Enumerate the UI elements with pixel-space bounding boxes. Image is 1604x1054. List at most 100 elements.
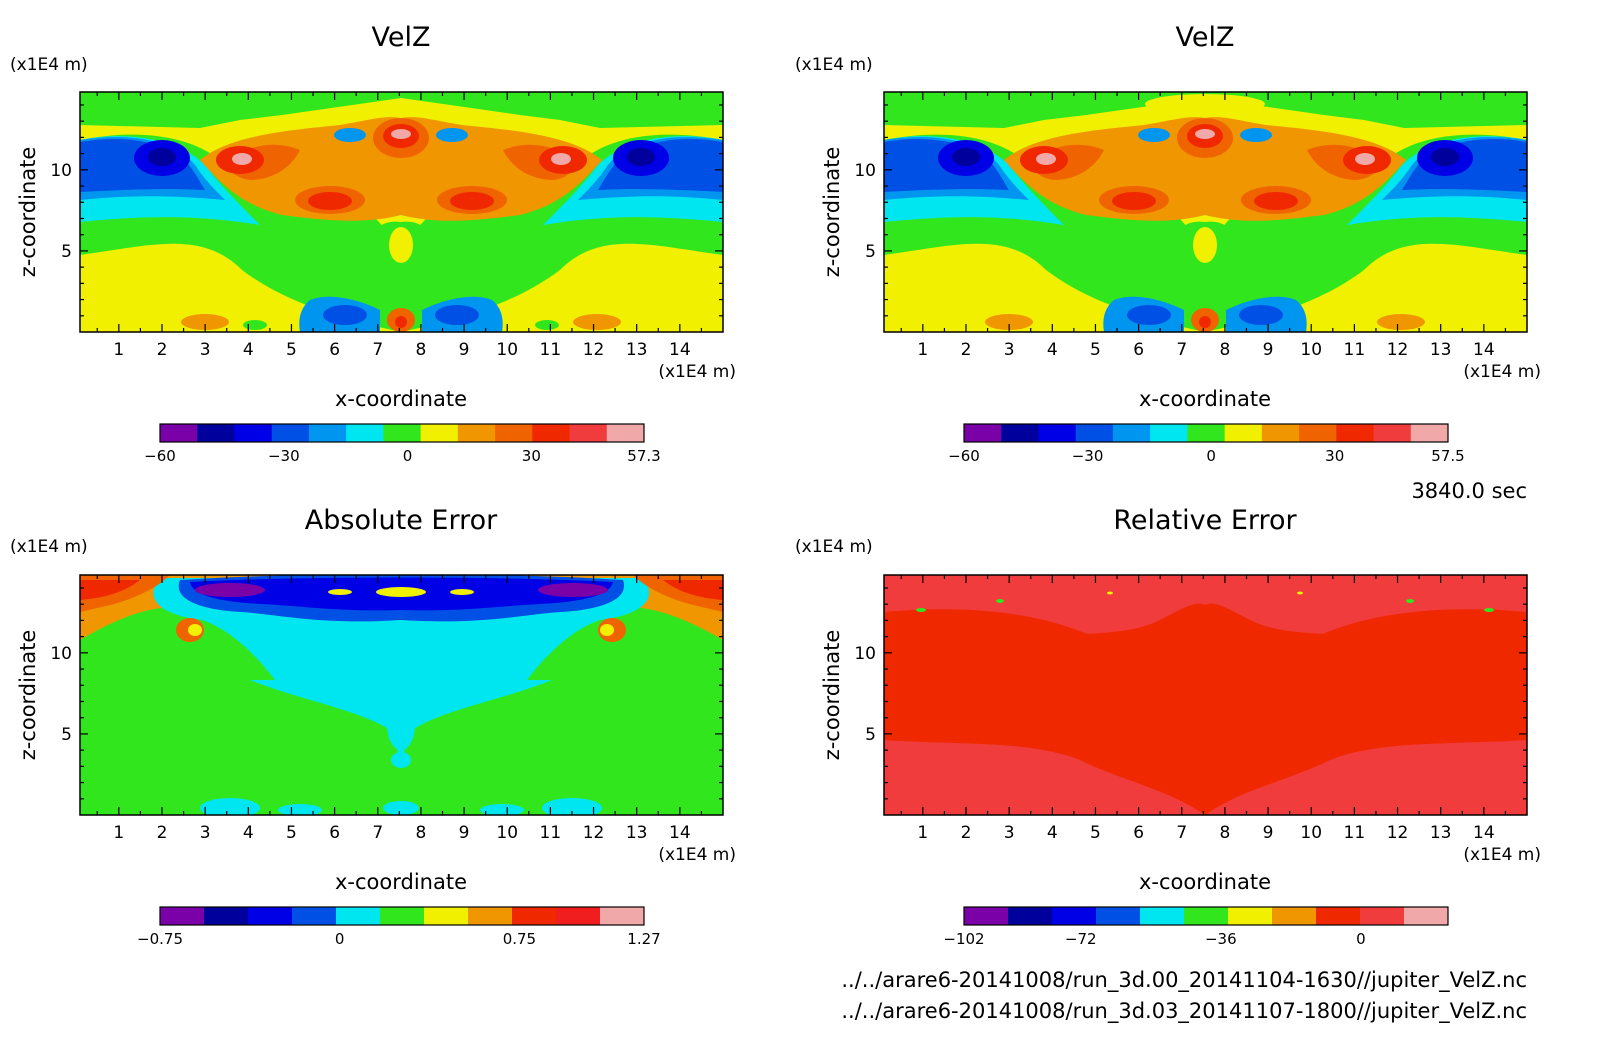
colorbar-swatch	[1187, 424, 1226, 442]
colorbar-label: −36	[1205, 930, 1237, 948]
x-tick-label: 11	[1344, 340, 1366, 360]
panel-velz-2: VelZ (x1E4 m)	[795, 22, 1541, 465]
x-tick-label: 10	[496, 823, 518, 843]
colorbar-swatch	[383, 424, 422, 442]
colorbar-label: −30	[1072, 447, 1104, 465]
colorbar-frame	[159, 423, 645, 443]
y-tick-label: 10	[50, 644, 72, 664]
x-tick-label: 8	[1220, 823, 1231, 843]
colorbar-swatch	[1224, 424, 1263, 442]
colorbar-swatch	[532, 424, 571, 442]
colorbar-swatch	[569, 424, 608, 442]
contour-field	[80, 575, 723, 815]
plot-frame	[79, 91, 724, 333]
colorbar-swatch	[964, 907, 1009, 925]
x-tick-label: 2	[157, 823, 168, 843]
x-tick-label: 9	[1263, 340, 1274, 360]
y-unit-label: (x1E4 m)	[795, 537, 873, 557]
colorbar-swatch	[1112, 424, 1151, 442]
x-tick-label: 6	[329, 823, 340, 843]
x-unit-label: (x1E4 m)	[658, 845, 736, 865]
colorbar-swatch	[271, 424, 310, 442]
x-tick-label: 10	[1300, 340, 1322, 360]
x-tick-label: 6	[1133, 823, 1144, 843]
y-axis-label: z-coordinate	[16, 630, 40, 761]
colorbar-swatch	[1373, 424, 1412, 442]
x-tick-label: 9	[1263, 823, 1274, 843]
x-tick-label: 8	[416, 340, 427, 360]
colorbar-label: −102	[943, 930, 984, 948]
x-tick-label: 7	[372, 823, 383, 843]
colorbar-swatch	[556, 907, 601, 925]
panel-title: Relative Error	[1113, 505, 1297, 536]
x-tick-label: 9	[459, 340, 470, 360]
x-tick-label: 4	[243, 340, 254, 360]
colorbar-swatch	[1404, 907, 1449, 925]
x-tick-label: 1	[113, 823, 124, 843]
colorbar-swatch	[468, 907, 513, 925]
colorbar-swatch	[964, 424, 1002, 442]
colorbar-swatch	[457, 424, 496, 442]
colorbar-swatch	[204, 907, 249, 925]
colorbar-label: 0.75	[503, 930, 536, 948]
colorbar-label: 57.5	[1431, 447, 1464, 465]
colorbar-swatch	[1228, 907, 1273, 925]
x-tick-label: 11	[540, 823, 562, 843]
x-tick-label: 5	[286, 340, 297, 360]
x-tick-label: 8	[1220, 340, 1231, 360]
x-tick-label: 2	[157, 340, 168, 360]
x-tick-label: 11	[1344, 823, 1366, 843]
colorbar-swatch	[292, 907, 337, 925]
colorbar-swatch	[1316, 907, 1361, 925]
x-tick-label: 10	[1300, 823, 1322, 843]
colorbar-swatch	[160, 424, 198, 442]
x-tick-label: 12	[583, 340, 605, 360]
plot-frame	[883, 574, 1528, 816]
colorbar-swatch	[512, 907, 557, 925]
colorbar-frame	[963, 906, 1449, 926]
x-tick-label: 2	[961, 823, 972, 843]
colorbar-label: 0	[403, 447, 413, 465]
colorbar-swatch	[1038, 424, 1077, 442]
colorbar-label: 30	[1325, 447, 1344, 465]
colorbar-label: 57.3	[627, 447, 660, 465]
panel-relative-error: Relative Error (x1E4 m) 1 2 3 4 5 6 7 8 9 10 11 12 1…	[795, 505, 1541, 948]
plot-frame	[883, 91, 1528, 333]
panel-title: VelZ	[1176, 22, 1235, 53]
contour-field	[884, 92, 1527, 332]
x-tick-label: 14	[1473, 823, 1495, 843]
colorbar-label: 0	[1206, 447, 1216, 465]
colorbar-swatch	[600, 907, 645, 925]
panel-title: Absolute Error	[305, 505, 498, 536]
x-tick-label: 1	[113, 340, 124, 360]
file-path-2: ../../arare6-20141008/run_3d.03_20141107…	[841, 999, 1527, 1024]
y-axis-label: z-coordinate	[16, 147, 40, 278]
x-axis-label: x-coordinate	[1139, 387, 1271, 411]
file-path-1: ../../arare6-20141008/run_3d.00_20141104…	[841, 968, 1527, 993]
x-tick-label: 13	[626, 823, 648, 843]
x-tick-label: 5	[1090, 823, 1101, 843]
x-tick-label: 1	[917, 340, 928, 360]
panel-velz-1: VelZ (x1E4 m)	[10, 22, 736, 465]
colorbar-swatch	[1150, 424, 1188, 442]
colorbar-swatch	[346, 424, 384, 442]
x-tick-label: 7	[1176, 340, 1187, 360]
colorbar-swatch	[248, 907, 293, 925]
x-tick-label: 14	[669, 340, 691, 360]
x-tick-label: 3	[1004, 823, 1015, 843]
panel-absolute-error: Absolute Error (x1E4 m)	[10, 505, 736, 948]
colorbar-swatch	[1261, 424, 1300, 442]
x-tick-label: 13	[1430, 823, 1452, 843]
y-tick-label: 5	[865, 242, 876, 262]
y-tick-label: 10	[854, 644, 876, 664]
x-tick-label: 10	[496, 340, 518, 360]
colorbar-swatch	[1272, 907, 1317, 925]
colorbar-swatch	[420, 424, 459, 442]
colorbar-swatch	[336, 907, 381, 925]
x-tick-label: 14	[1473, 340, 1495, 360]
colorbar-swatch	[380, 907, 425, 925]
colorbar-swatch	[1410, 424, 1449, 442]
x-tick-label: 6	[329, 340, 340, 360]
colorbar-swatch	[1075, 424, 1114, 442]
